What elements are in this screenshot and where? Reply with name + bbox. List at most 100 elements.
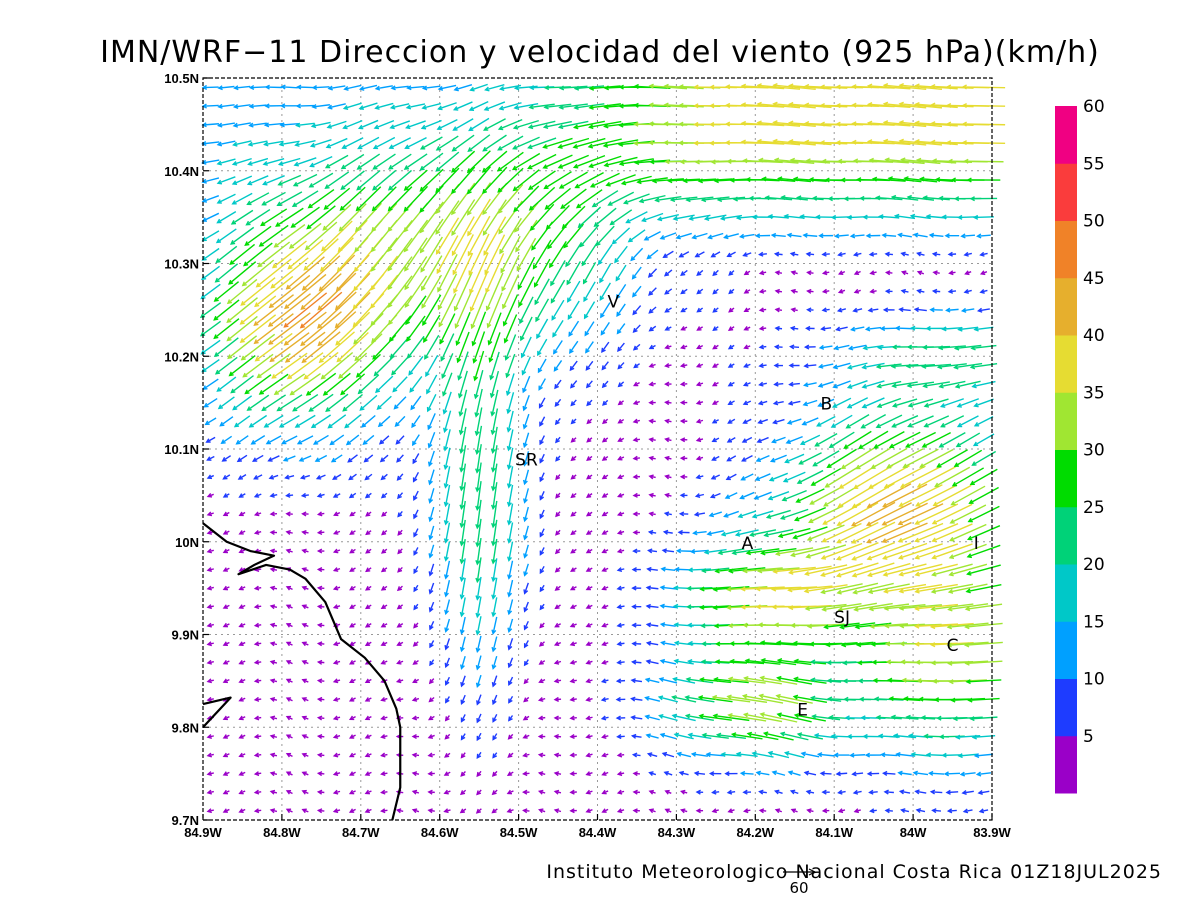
- wind-vector: [789, 789, 799, 795]
- wind-vector-head: [475, 808, 481, 814]
- wind-vector-head: [365, 585, 371, 591]
- wind-vector: [905, 431, 936, 448]
- wind-vector: [647, 529, 657, 535]
- wind-vector-head: [954, 734, 961, 740]
- wind-vector-shaft: [877, 363, 902, 368]
- wind-vector: [459, 789, 467, 796]
- wind-vector-head: [686, 585, 692, 591]
- wind-vector-head: [632, 529, 638, 536]
- wind-vector: [241, 259, 275, 287]
- wind-vector: [238, 771, 246, 776]
- wind-vector: [459, 636, 466, 653]
- wind-vector-head: [789, 325, 796, 331]
- wind-vector-shaft: [685, 696, 715, 703]
- wind-vector-head: [690, 751, 697, 757]
- wind-vector-shaft: [371, 202, 398, 232]
- wind-vector-head: [684, 695, 690, 701]
- wind-vector: [453, 272, 473, 312]
- wind-vector-head: [851, 572, 858, 578]
- wind-vector-shaft: [392, 376, 408, 392]
- wind-vector-shaft: [501, 254, 520, 291]
- wind-vector-head: [936, 463, 942, 468]
- wind-vector-head: [787, 400, 794, 406]
- wind-vector-shaft: [394, 396, 407, 410]
- wind-vector: [648, 344, 656, 350]
- wind-vector: [758, 288, 767, 294]
- wind-vector-shaft: [438, 293, 457, 327]
- wind-vector-shaft: [287, 352, 324, 379]
- wind-vector-head: [706, 531, 712, 536]
- wind-vector: [222, 789, 230, 795]
- wind-vector-head: [206, 492, 213, 498]
- wind-vector: [724, 492, 738, 499]
- wind-vector-head: [708, 512, 714, 518]
- wind-vector-head: [601, 493, 607, 498]
- wind-vector: [616, 511, 625, 517]
- wind-vector-head: [585, 752, 591, 758]
- wind-vector-head: [934, 482, 940, 488]
- wind-vector-shaft: [460, 694, 466, 704]
- wind-vector: [811, 714, 841, 721]
- wind-vector-shaft: [299, 455, 312, 462]
- wind-vector-head: [751, 751, 757, 757]
- wind-vector-head: [585, 511, 592, 517]
- wind-vector: [979, 288, 988, 294]
- wind-vector-head: [267, 322, 274, 327]
- wind-vector: [569, 585, 577, 591]
- wind-vector-shaft: [745, 659, 781, 665]
- wind-vector: [728, 270, 735, 276]
- wind-vector-head: [349, 567, 355, 572]
- wind-vector-shaft: [974, 216, 994, 219]
- wind-vector-head: [506, 520, 512, 526]
- wind-vector: [570, 437, 577, 443]
- wind-vector-head: [601, 604, 607, 609]
- wind-vector-head: [329, 440, 335, 446]
- wind-vector-head: [555, 475, 561, 481]
- wind-vector: [226, 315, 258, 342]
- wind-vector-shaft: [968, 525, 1001, 540]
- wind-vector-shaft: [377, 395, 392, 410]
- wind-vector: [817, 363, 834, 369]
- wind-vector-head: [631, 585, 637, 591]
- wind-vector-head: [488, 357, 494, 363]
- wind-vector: [316, 752, 325, 758]
- wind-vector: [334, 272, 371, 311]
- wind-vector-shaft: [346, 434, 360, 445]
- wind-vector-head: [565, 262, 570, 268]
- wind-vector: [808, 505, 844, 524]
- wind-vector-head: [271, 263, 278, 269]
- wind-vector-head: [586, 419, 592, 425]
- wind-vector-head: [354, 356, 360, 362]
- wind-vector: [506, 771, 514, 776]
- wind-vector-shaft: [437, 253, 458, 292]
- wind-vector: [332, 567, 341, 572]
- wind-vector-head: [861, 364, 867, 370]
- wind-vector-head: [520, 352, 526, 359]
- wind-vector: [727, 676, 766, 684]
- wind-vector: [947, 583, 988, 594]
- wind-vector-head: [283, 322, 289, 328]
- wind-vector-head: [644, 714, 650, 720]
- wind-vector-shaft: [323, 372, 351, 396]
- wind-vector-head: [616, 567, 623, 573]
- wind-vector-head: [536, 333, 541, 340]
- wind-vector: [821, 307, 830, 313]
- wind-vector: [491, 808, 498, 814]
- wind-vector-head: [864, 752, 871, 758]
- wind-vector-head: [684, 713, 691, 719]
- wind-vector-head: [897, 520, 903, 526]
- wind-vector-head: [810, 677, 816, 683]
- wind-vector: [222, 474, 231, 480]
- wind-vector: [835, 542, 879, 561]
- wind-vector-head: [380, 567, 387, 573]
- wind-vector: [972, 433, 995, 447]
- wind-vector-head: [316, 659, 323, 665]
- wind-vector: [837, 270, 846, 276]
- wind-vector: [380, 715, 388, 721]
- wind-vector-head: [569, 752, 575, 758]
- wind-vector-head: [569, 789, 575, 795]
- wind-vector-shaft: [508, 599, 514, 615]
- wind-vector-head: [222, 567, 229, 572]
- wind-vector-shaft: [460, 675, 466, 687]
- wind-vector: [522, 375, 531, 394]
